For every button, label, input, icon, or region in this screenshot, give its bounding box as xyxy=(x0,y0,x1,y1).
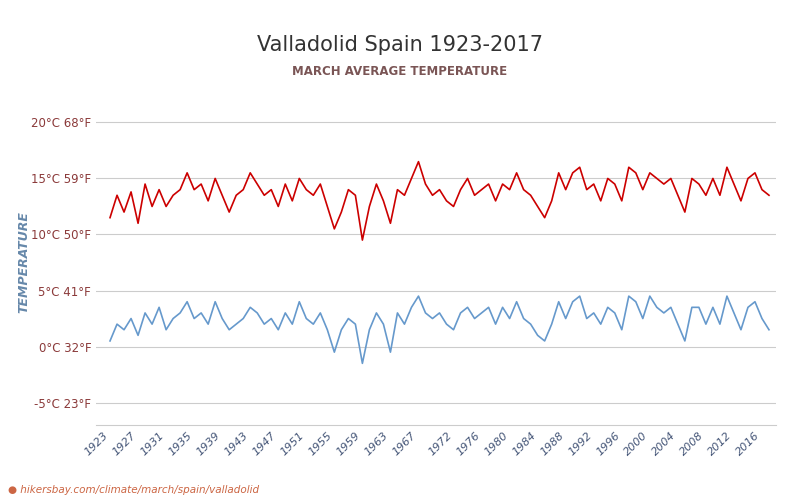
Text: Valladolid Spain 1923-2017: Valladolid Spain 1923-2017 xyxy=(257,35,543,55)
Text: MARCH AVERAGE TEMPERATURE: MARCH AVERAGE TEMPERATURE xyxy=(293,65,507,78)
Y-axis label: TEMPERATURE: TEMPERATURE xyxy=(18,212,30,314)
Text: ● hikersbay.com/climate/march/spain/valladolid: ● hikersbay.com/climate/march/spain/vall… xyxy=(8,485,259,495)
